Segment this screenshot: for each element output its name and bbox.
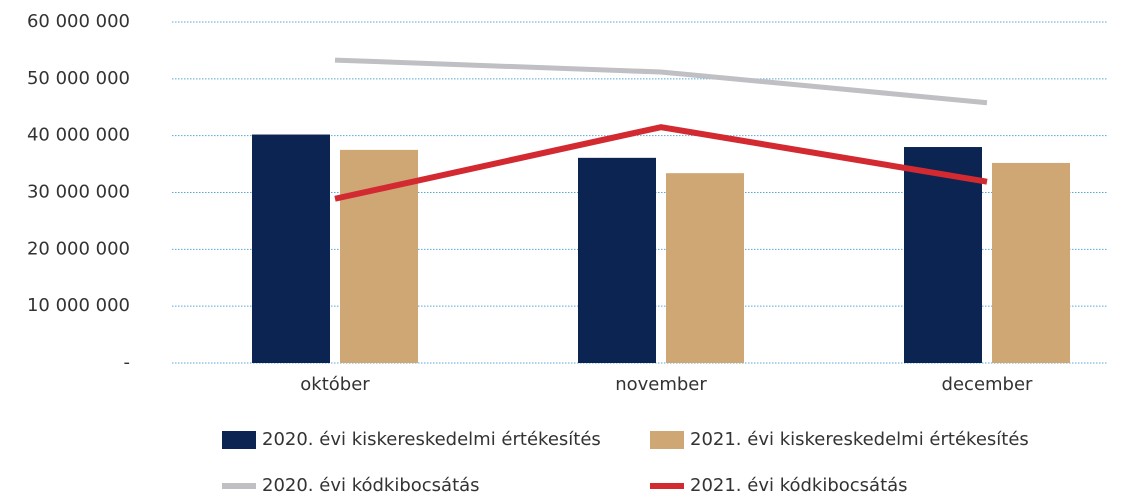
legend-swatch xyxy=(650,431,684,449)
line xyxy=(334,124,988,202)
bar xyxy=(904,147,982,363)
bar xyxy=(252,134,330,363)
y-tick-label: 20 000 000 xyxy=(27,238,130,259)
y-tick-label: - xyxy=(124,352,131,373)
bar xyxy=(666,173,744,363)
legend-swatch xyxy=(222,483,256,489)
y-tick-label: 50 000 000 xyxy=(27,68,130,89)
x-tick-label: november xyxy=(615,374,707,395)
y-tick-label: 60 000 000 xyxy=(27,11,130,32)
legend-swatch xyxy=(650,483,684,489)
legend-label: 2020. évi kiskereskedelmi értékesítés xyxy=(262,429,601,450)
y-tick-label: 10 000 000 xyxy=(27,295,130,316)
x-tick-label: december xyxy=(942,374,1034,395)
legend-label: 2021. évi kódkibocsátás xyxy=(690,475,908,495)
x-tick-label: október xyxy=(300,374,370,395)
bar xyxy=(992,162,1070,363)
legend-label: 2021. évi kiskereskedelmi értékesítés xyxy=(690,429,1029,450)
y-tick-label: 40 000 000 xyxy=(27,125,130,146)
line xyxy=(334,57,988,106)
legend-label: 2020. évi kódkibocsátás xyxy=(262,475,480,495)
bar xyxy=(578,157,656,363)
y-tick-label: 30 000 000 xyxy=(27,182,130,203)
legend-swatch xyxy=(222,431,256,449)
